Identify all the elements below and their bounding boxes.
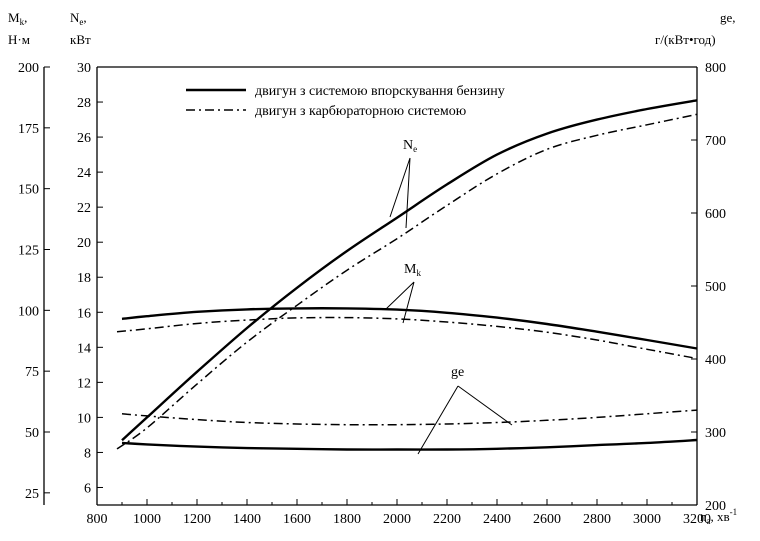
ge-tick-label: 500: [705, 280, 726, 295]
ge-tick-label: 700: [705, 134, 726, 149]
ne-tick-label: 24: [77, 166, 91, 181]
ne-annotation-label: Ne: [403, 138, 417, 154]
ge-tick-label: 600: [705, 207, 726, 222]
x-tick-label: 800: [87, 512, 108, 527]
x-tick-label: 3200: [683, 512, 711, 527]
ne-tick-label: 8: [84, 446, 91, 461]
x-tick-label: 1200: [183, 512, 211, 527]
ge-tick-label: 300: [705, 426, 726, 441]
ge-tick-label: 200: [705, 499, 726, 514]
ne-tick-label: 10: [77, 411, 91, 426]
mk-dash-dot-curve: [116, 316, 698, 360]
mk-tick-label: 175: [18, 122, 39, 137]
mk-solid-curve: [121, 307, 698, 350]
ge-annotation: ge: [417, 365, 513, 455]
ge-axis-unit: г/(кВт•год): [655, 32, 716, 47]
mk-axis-unit: Н·м: [8, 32, 30, 47]
x-axis-title-main: nа, хв-1: [700, 507, 737, 526]
ne-solid-curve: [121, 99, 698, 442]
ge-axis-title-main: ge,: [720, 10, 736, 25]
ne-leader-line: [389, 157, 411, 229]
mk-tick-label: 200: [18, 61, 39, 76]
x-tick-label: 2200: [433, 512, 461, 527]
x-tick-label: 1800: [333, 512, 361, 527]
ne-tick-label: 22: [77, 201, 91, 216]
mk-tick-label: 125: [18, 244, 39, 259]
mk-annotation: Mk: [385, 262, 421, 324]
x-tick-label: 1600: [283, 512, 311, 527]
x-tick-label: 2400: [483, 512, 511, 527]
mk-tick-label: 75: [25, 365, 39, 380]
ne-dash-dot-curve: [116, 113, 698, 450]
ne-tick-label: 28: [77, 96, 91, 111]
ge-solid-curve: [121, 438, 698, 451]
ne-tick-label: 30: [77, 61, 91, 76]
x-axis-title: nа, хв-1: [700, 507, 737, 526]
x-tick-label: 3000: [633, 512, 661, 527]
x-tick-label: 2800: [583, 512, 611, 527]
ne-axis-title: Ne, кВт: [70, 10, 91, 47]
x-tick-label: 2600: [533, 512, 561, 527]
ne-axis-unit: кВт: [70, 32, 91, 47]
ne-axis-title-main: Ne,: [70, 10, 87, 27]
ge-axis-title: ge, г/(кВт•год): [655, 10, 736, 47]
mk-leader-line: [385, 281, 415, 324]
plot-frame: [43, 66, 698, 506]
ge-annotation-label: ge: [451, 365, 464, 380]
ne-tick-label: 6: [84, 481, 91, 496]
ge-leader-line: [417, 385, 513, 455]
mk-tick-label: 50: [25, 426, 39, 441]
ne-tick-label: 20: [77, 236, 91, 251]
ne-tick-label: 16: [77, 306, 91, 321]
mk-axis-title: Mk, Н·м: [8, 10, 30, 47]
ne-tick-label: 18: [77, 271, 91, 286]
mk-axis-title-main: Mk,: [8, 10, 27, 27]
ge-tick-label: 800: [705, 61, 726, 76]
mk-tick-label: 25: [25, 487, 39, 502]
ge-dash-dot-curve: [121, 409, 698, 426]
ne-tick-label: 12: [77, 376, 91, 391]
mk-tick-label: 100: [18, 304, 39, 319]
legend-label-carburetor: двигун з карбюраторною системою: [255, 104, 466, 119]
ticks-layer: 800 1000 1200 1400 1600 1800 2000 2200 2400 2600 2…: [18, 61, 726, 527]
x-tick-label: 1400: [233, 512, 261, 527]
legend-label-injection: двигун з системою впорскування бензину: [255, 84, 505, 99]
x-tick-label: 2000: [383, 512, 411, 527]
mk-annotation-label: Mk: [404, 262, 421, 278]
ne-tick-label: 14: [77, 341, 91, 356]
mk-tick-label: 150: [18, 183, 39, 198]
ge-tick-label: 400: [705, 353, 726, 368]
ne-tick-label: 26: [77, 131, 91, 146]
legend: двигун з системою впорскування бензину д…: [186, 84, 505, 119]
x-tick-label: 1000: [133, 512, 161, 527]
ne-annotation: Ne: [389, 138, 417, 229]
curves-layer: [116, 99, 698, 451]
